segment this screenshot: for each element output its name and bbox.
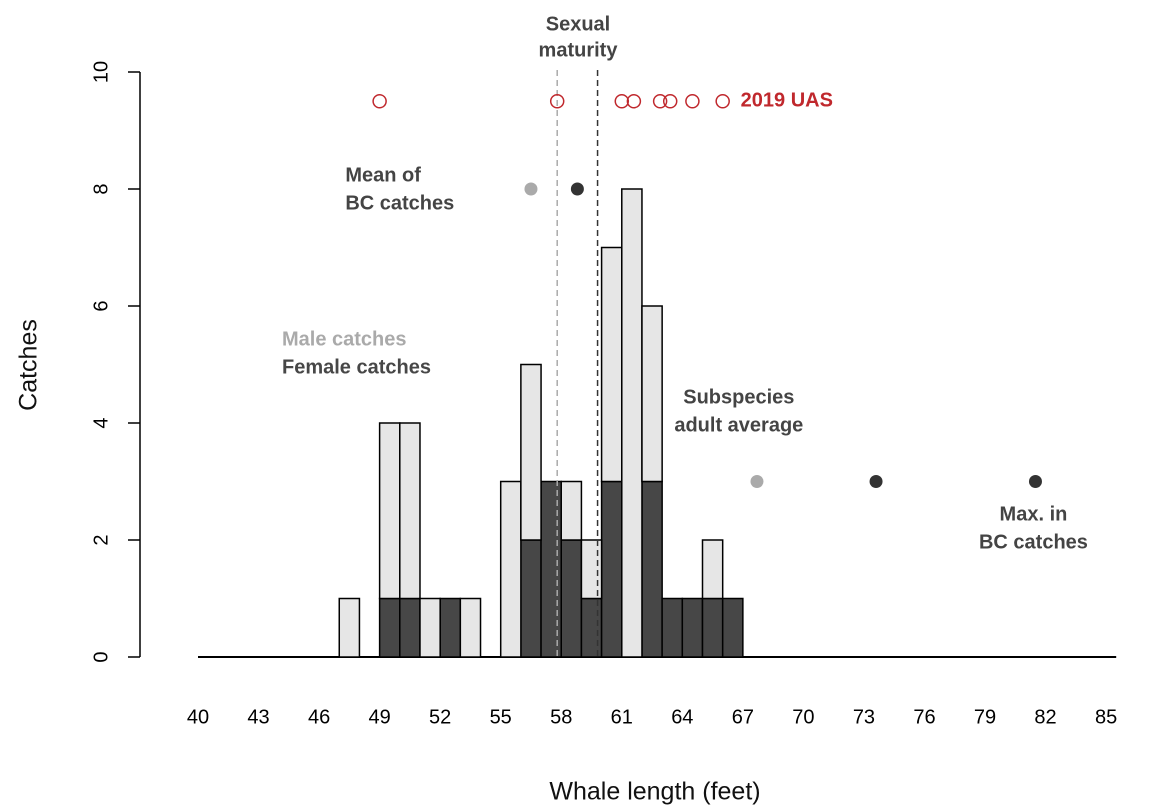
bar xyxy=(701,597,724,658)
y-tick-label: 8 xyxy=(90,183,112,194)
x-tick-label: 76 xyxy=(913,706,935,728)
y-tick-label: 6 xyxy=(90,300,112,311)
x-tick-label: 82 xyxy=(1034,706,1056,728)
bar xyxy=(378,422,401,600)
bar xyxy=(499,480,522,658)
y-tick-label: 2 xyxy=(90,534,112,545)
bar xyxy=(520,363,542,541)
bar xyxy=(600,246,623,483)
y-tick-label: 0 xyxy=(90,651,112,662)
uas-point xyxy=(372,94,387,109)
x-tick-label: 67 xyxy=(732,706,754,728)
x-tick-label: 64 xyxy=(671,706,693,728)
x-tick-label: 55 xyxy=(490,706,512,728)
bar xyxy=(560,539,583,658)
uas-point xyxy=(614,94,630,109)
y-axis-label: Catches xyxy=(15,319,43,411)
bar xyxy=(338,597,361,658)
annotation: BC catches xyxy=(345,192,454,214)
legend-label: Male catches xyxy=(282,328,407,350)
bar xyxy=(580,597,603,658)
bar xyxy=(621,188,643,658)
bar xyxy=(701,539,724,600)
marker xyxy=(869,475,883,488)
y-tick-label: 4 xyxy=(90,417,112,428)
x-tick-label: 58 xyxy=(550,706,572,728)
annotation: BC catches xyxy=(979,532,1088,554)
bar xyxy=(580,539,603,600)
uas-point xyxy=(662,94,678,109)
marker xyxy=(524,182,538,196)
marker xyxy=(570,182,584,196)
x-tick-label: 49 xyxy=(368,706,390,728)
uas-point xyxy=(715,94,730,109)
y-tick-label: 10 xyxy=(90,61,112,83)
legend-label: Female catches xyxy=(282,356,431,378)
annotation: Mean of xyxy=(345,164,421,186)
x-tick-label: 43 xyxy=(247,706,269,728)
reference-label: Sexual xyxy=(546,13,610,35)
bar xyxy=(459,597,482,658)
uas-point xyxy=(549,94,565,109)
bar xyxy=(399,422,421,600)
x-tick-label: 40 xyxy=(187,706,209,728)
marker xyxy=(1028,475,1042,488)
uas-point xyxy=(685,94,700,109)
x-tick-label: 46 xyxy=(308,706,330,728)
bar xyxy=(378,597,401,658)
annotation: Max. in xyxy=(1000,504,1068,526)
annotation: Subspecies xyxy=(683,387,794,409)
bar xyxy=(721,597,744,658)
x-tick-label: 70 xyxy=(792,706,814,728)
x-tick-label: 85 xyxy=(1095,706,1117,728)
bar xyxy=(399,597,421,658)
marker xyxy=(750,475,764,488)
bar xyxy=(439,597,462,658)
bar xyxy=(540,480,562,658)
x-tick-label: 79 xyxy=(974,706,996,728)
bar xyxy=(560,480,583,541)
x-tick-label: 73 xyxy=(853,706,875,728)
uas-point xyxy=(626,94,642,109)
x-axis-label: Whale length (feet) xyxy=(549,778,760,806)
uas-label: 2019 UAS xyxy=(741,90,833,112)
bar xyxy=(600,480,623,658)
reference-label: maturity xyxy=(539,39,619,61)
x-tick-label: 52 xyxy=(429,706,451,728)
annotation: adult average xyxy=(674,415,803,437)
x-tick-label: 61 xyxy=(611,706,633,728)
bar xyxy=(641,480,663,658)
bar xyxy=(661,597,684,658)
bar xyxy=(641,305,663,483)
uas-point xyxy=(652,94,668,109)
bar xyxy=(681,597,704,658)
bar xyxy=(419,597,441,658)
bar xyxy=(520,539,542,658)
